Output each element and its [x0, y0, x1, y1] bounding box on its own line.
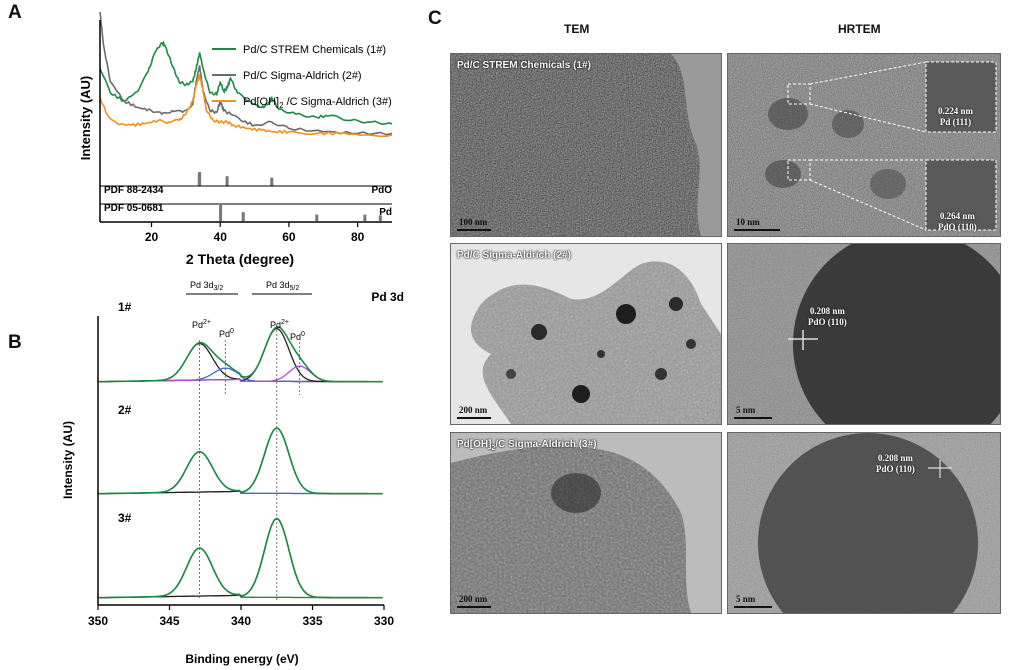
- xrd-x-label: 2 Theta (degree): [186, 251, 294, 267]
- tem-image-1: Pd/C STREM Chemicals (1#) 100 nm: [450, 53, 722, 237]
- xps-component-3-1: [98, 547, 383, 599]
- pdo-ref-stick: [198, 172, 202, 186]
- xrd-x-tick-label: 80: [351, 230, 365, 244]
- xps-chart: Pd 3d Pd 3d3/2 Pd 3d5/2 Pd2+ Pd0 Pd2+ Pd…: [61, 280, 404, 666]
- scale-bar-hr-1: [734, 229, 780, 231]
- peak-label-pd0-b: Pd0: [290, 331, 305, 342]
- ref2-pdf-label: PDF 05-0681: [104, 203, 164, 214]
- tem-caption-1: Pd/C STREM Chemicals (1#): [457, 60, 591, 71]
- pd-ref-stick: [315, 214, 319, 221]
- xps-envelope-3: [98, 517, 383, 599]
- peak-label-pd0-a: Pd0: [219, 328, 234, 339]
- scale-label-tem-1: 100 nm: [459, 217, 488, 227]
- pdo-ref-stick: [225, 176, 229, 186]
- xps-x-tick-label: 335: [302, 614, 322, 628]
- xps-component-3-2: [98, 518, 383, 599]
- tem-image-2: Pd/C Sigma-Aldrich (2#) 200 nm: [450, 243, 722, 425]
- scale-label-hr-3: 5 nm: [736, 594, 756, 604]
- scale-bar-tem-2: [457, 417, 491, 419]
- ref1-pdf-label: PDF 88-2434: [104, 185, 164, 196]
- scale-bar-hr-3: [734, 606, 772, 608]
- hrtem-ann-2: 0.208 nm PdO (110): [808, 306, 847, 328]
- pdo-ref-stick: [270, 177, 274, 186]
- hrtem-ann-1b: 0.264 nm PdO (110): [938, 211, 977, 233]
- scale-label-tem-3: 200 nm: [459, 594, 488, 604]
- pd-ref-stick: [241, 212, 245, 221]
- hrtem-ann-3-plane: PdO (110): [876, 464, 915, 474]
- panel-letter-b: B: [8, 332, 22, 353]
- hrtem-ann-3: 0.208 nm PdO (110): [876, 453, 915, 475]
- sample-label-3: 3#: [118, 511, 132, 525]
- xps-x-tick-label: 345: [159, 614, 179, 628]
- pd-ref-stick: [378, 215, 382, 221]
- hrtem-ann-2-plane: PdO (110): [808, 317, 847, 327]
- xps-component-2-2: [98, 427, 383, 495]
- xrd-series-1: [99, 39, 393, 125]
- pd-ref-stick: [219, 205, 223, 221]
- xrd-x-tick-label: 40: [214, 230, 228, 244]
- xps-title: Pd 3d: [371, 290, 404, 304]
- legend-label-3: Pd[OH]2 /C Sigma-Aldrich (3#): [243, 96, 392, 110]
- scale-label-hr-1: 10 nm: [736, 217, 760, 227]
- tem-caption-2: Pd/C Sigma-Aldrich (2#): [457, 250, 571, 261]
- xps-component-2-1: [98, 451, 383, 495]
- hrtem-image-1: 0.224 nm Pd (111) 0.264 nm PdO (110) 10 nm: [727, 53, 1001, 237]
- xps-envelope-2: [98, 427, 383, 495]
- hrtem-ann-1a-plane: Pd (111): [939, 117, 972, 127]
- xps-x-label: Binding energy (eV): [185, 652, 298, 666]
- hrtem-image-3: 0.208 nm PdO (110) 5 nm: [727, 432, 1001, 614]
- hrtem-ann-1a: 0.224 nm Pd (111): [938, 106, 973, 128]
- pd-ref-stick: [363, 214, 367, 221]
- scale-label-tem-2: 200 nm: [459, 405, 488, 415]
- peak-label-pd2-b: Pd2+: [270, 319, 289, 330]
- xrd-series-3: [99, 72, 393, 138]
- sample-label-1: 1#: [118, 300, 132, 314]
- scale-bar-tem-1: [457, 229, 491, 231]
- peak-label-pd2-a: Pd2+: [192, 319, 211, 330]
- ref1-phase-label: PdO: [371, 185, 392, 196]
- scale-bar-hr-2: [734, 417, 772, 419]
- hrtem-ann-2-d: 0.208 nm: [809, 306, 845, 316]
- xrd-chart: 20 40 60 80 PDF 88-2434 PdO PDF 05-0681 Pd …: [78, 11, 393, 267]
- xps-x-tick-label: 350: [88, 614, 108, 628]
- panel-letter-c: C: [428, 8, 442, 29]
- tem-image-3: Pd[OH]2/C Sigma-Aldrich (3#) 200 nm: [450, 432, 722, 614]
- region2-label: Pd 3d5/2: [266, 280, 299, 292]
- scale-label-hr-2: 5 nm: [736, 405, 756, 415]
- xps-envelope-1: [98, 326, 383, 383]
- hrtem-ann-3-d: 0.208 nm: [877, 453, 913, 463]
- xrd-x-tick-label: 60: [282, 230, 296, 244]
- legend-label-2: Pd/C Sigma-Aldrich (2#): [243, 70, 362, 82]
- xps-y-label: Intensity (AU): [61, 421, 75, 499]
- hrtem-ann-1a-d: 0.224 nm: [938, 106, 974, 116]
- xrd-y-label: Intensity (AU): [78, 76, 93, 161]
- panel-letter-a: A: [8, 2, 22, 23]
- xps-x-tick-label: 340: [231, 614, 251, 628]
- xrd-x-tick-label: 20: [145, 230, 159, 244]
- region1-label: Pd 3d3/2: [190, 280, 223, 292]
- legend-label-1: Pd/C STREM Chemicals (1#): [243, 44, 386, 56]
- xps-x-tick-label: 330: [374, 614, 394, 628]
- col-header-hrtem: HRTEM: [838, 22, 881, 36]
- ref2-phase-label: Pd: [379, 207, 392, 218]
- tem-caption-3: Pd[OH]2/C Sigma-Aldrich (3#): [457, 439, 597, 452]
- sample-label-2: 2#: [118, 403, 132, 417]
- col-header-tem: TEM: [564, 22, 590, 36]
- hrtem-ann-1b-d: 0.264 nm: [939, 211, 975, 221]
- hrtem-image-2: 0.208 nm PdO (110) 5 nm: [727, 243, 1001, 425]
- scale-bar-tem-3: [457, 606, 491, 608]
- hrtem-ann-1b-plane: PdO (110): [938, 222, 977, 232]
